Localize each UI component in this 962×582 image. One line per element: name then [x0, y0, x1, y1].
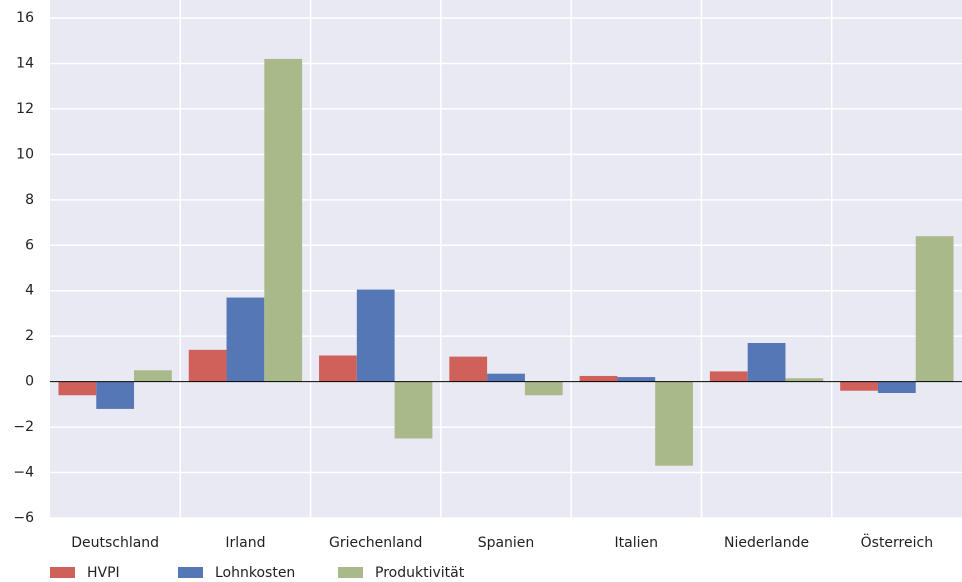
- legend-label: HVPI: [87, 565, 120, 581]
- y-tick-label: 10: [16, 146, 34, 162]
- plot-background: [50, 0, 962, 518]
- bar: [226, 297, 265, 382]
- x-tick-label: Spanien: [478, 535, 535, 551]
- y-tick-label: 2: [25, 328, 34, 344]
- legend-swatch: [338, 567, 363, 578]
- y-tick-label: 12: [16, 101, 34, 117]
- bar: [188, 349, 227, 382]
- y-tick-label: 6: [25, 237, 34, 253]
- x-tick-label: Österreich: [861, 533, 933, 551]
- bar: [617, 377, 656, 382]
- y-tick-label: 8: [25, 192, 34, 208]
- bar: [524, 381, 563, 396]
- x-tick-label: Deutschland: [71, 535, 159, 551]
- bar: [96, 381, 135, 409]
- legend-label: Lohnkosten: [215, 565, 295, 581]
- y-tick-label: 14: [16, 55, 34, 71]
- bar: [394, 381, 433, 439]
- bar: [655, 381, 693, 466]
- bar: [877, 381, 916, 393]
- bar: [356, 289, 395, 382]
- bar: [58, 381, 97, 396]
- x-tick-label: Irland: [225, 535, 265, 551]
- bar: [264, 58, 303, 382]
- y-tick-label: 0: [25, 374, 34, 390]
- bar: [915, 236, 954, 382]
- y-tick-label: 16: [16, 10, 34, 26]
- x-tick-label: Italien: [615, 535, 658, 551]
- bar: [709, 371, 748, 382]
- bar: [579, 375, 618, 382]
- bar: [840, 381, 878, 391]
- x-tick-label: Griechenland: [329, 535, 422, 551]
- legend-label: Produktivität: [375, 565, 465, 581]
- bar: [134, 370, 172, 382]
- y-tick-label: 4: [25, 283, 34, 299]
- y-tick-label: −2: [13, 419, 34, 435]
- bar: [319, 355, 357, 382]
- legend-swatch: [50, 567, 75, 578]
- y-tick-label: −6: [13, 510, 34, 526]
- bar: [785, 378, 824, 382]
- legend-swatch: [178, 567, 203, 578]
- bar: [747, 343, 786, 382]
- y-tick-label: −4: [13, 465, 34, 481]
- x-tick-label: Niederlande: [724, 535, 809, 551]
- bar: [449, 356, 488, 382]
- bar: [487, 373, 525, 382]
